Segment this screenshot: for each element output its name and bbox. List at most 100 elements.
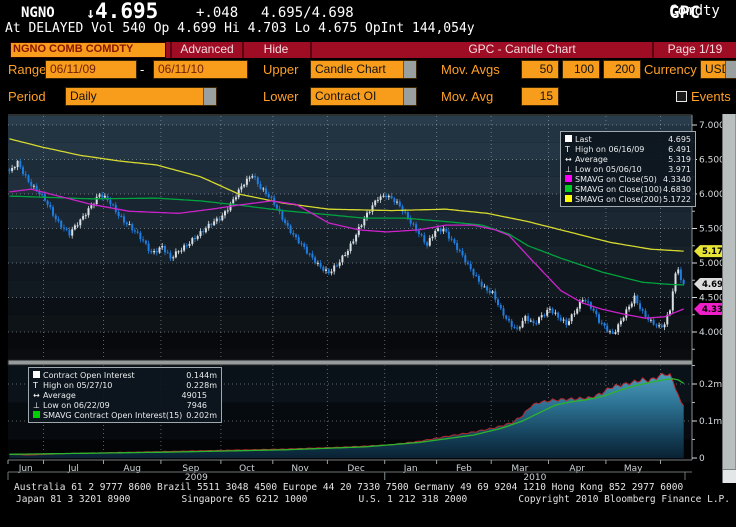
mov-avg-100-input[interactable]: 100 [562, 60, 600, 79]
legend-label: Low on 06/22/09 [43, 400, 110, 410]
legend-row: ↔ Average 5.319 [565, 154, 691, 164]
legend-swatch-icon [565, 194, 575, 204]
upper-label: Upper [263, 62, 299, 77]
footer-segment: U.S. 1 212 318 2000 [358, 494, 468, 505]
legend-swatch-icon [565, 174, 575, 184]
footer-segment: Singapore 65 6212 1000 [181, 494, 308, 505]
svg-text:Jun: Jun [18, 464, 33, 474]
hide-button[interactable]: Hide [242, 42, 312, 58]
svg-text:Oct: Oct [239, 464, 255, 474]
legend-swatch-icon [565, 184, 575, 194]
legend-value: 0.228m [186, 380, 217, 390]
upper-chart-select[interactable]: Candle Chart [310, 60, 417, 79]
legend-value: 4.695 [668, 134, 691, 144]
legend-row: SMAVG on Close(200) 5.1722 [565, 194, 691, 204]
svg-text:Apr: Apr [569, 464, 585, 474]
legend-label: Low on 05/06/10 [575, 164, 642, 174]
legend-label: High on 06/16/09 [575, 144, 645, 154]
svg-text:Dec: Dec [347, 464, 364, 474]
svg-text:0: 0 [699, 454, 705, 464]
legend-row: ↔ Average 49015 [33, 390, 217, 400]
legend-value: 49015 [181, 390, 207, 400]
svg-text:0.2m: 0.2m [699, 380, 722, 390]
advanced-button[interactable]: Advanced [170, 42, 244, 58]
legend-row: Last 4.695 [565, 134, 691, 144]
dropdown-nub-icon[interactable] [403, 88, 416, 105]
mov-avg-15-input[interactable]: 15 [521, 87, 559, 106]
currency-value: USD [705, 62, 731, 76]
mov-avgs-label: Mov. Avgs [441, 62, 500, 77]
legend-swatch-icon [565, 134, 575, 144]
legend-value: 4.3340 [663, 174, 691, 184]
last-price-value: 4.695 [95, 0, 159, 23]
period-select[interactable]: Daily [65, 87, 217, 106]
legend-swatch-icon: ⊥ [565, 164, 572, 174]
scrollbar-end-cap[interactable] [723, 469, 736, 483]
dropdown-nub-icon[interactable] [203, 88, 216, 105]
mov-avg-200-input[interactable]: 200 [603, 60, 641, 79]
price-change: +.048 [196, 5, 239, 21]
lower-chart-legend: Contract Open Interest 0.144m T High on 05/… [28, 367, 222, 423]
quote-detail-line: At DELAYED Vol 540 Op 4.699 Hi 4.703 Lo … [5, 21, 475, 36]
sector-label: Comdty [669, 3, 720, 19]
sector-function: Comdty GPC [669, 3, 720, 23]
legend-label: Last [575, 134, 592, 144]
legend-swatch-icon: ⊥ [33, 400, 40, 410]
events-label: Events [691, 89, 731, 104]
range-end-input[interactable]: 06/11/10 [153, 60, 248, 79]
legend-label: SMAVG on Close(100) [575, 184, 662, 194]
chart-scrollbar[interactable] [722, 114, 736, 483]
range-start-input[interactable]: 06/11/09 [45, 60, 137, 79]
range-label: Range [8, 62, 47, 77]
legend-label: SMAVG on Close(50) [575, 174, 657, 184]
legend-row: SMAVG on Close(50) 4.3340 [565, 174, 691, 184]
legend-swatch-icon: T [565, 144, 570, 154]
dropdown-nub-icon[interactable] [725, 61, 736, 78]
legend-row: SMAVG Contract Open Interest(15) 0.202m [33, 410, 217, 420]
footer-segment: Copyright 2010 Bloomberg Finance L.P. [518, 494, 730, 505]
down-arrow-icon: ↓ [86, 4, 96, 22]
legend-value: 3.971 [668, 164, 691, 174]
legend-label: SMAVG Contract Open Interest(15) [43, 410, 183, 420]
mov-avg-label: Mov. Avg [441, 89, 494, 104]
legend-swatch-icon [33, 410, 43, 420]
svg-text:Feb: Feb [456, 464, 472, 474]
legend-value: 6.491 [668, 144, 691, 154]
svg-text:Sep: Sep [182, 464, 199, 474]
legend-label: Average [43, 390, 76, 400]
function-code: GPC [669, 3, 700, 23]
legend-swatch-icon: ↔ [565, 154, 572, 164]
legend-label: Average [575, 154, 608, 164]
legend-label: SMAVG on Close(200) [575, 194, 662, 204]
ticker-symbol: NGNO [21, 5, 55, 21]
legend-value: 7946 [186, 400, 207, 410]
legend-label: Contract Open Interest [43, 370, 135, 380]
legend-row: ⊥ Low on 05/06/10 3.971 [565, 164, 691, 174]
svg-text:0.1m: 0.1m [699, 417, 722, 427]
upper-chart-value: Candle Chart [315, 62, 386, 76]
lower-chart-value: Contract OI [315, 89, 377, 103]
legend-row: ⊥ Low on 06/22/09 7946 [33, 400, 217, 410]
currency-label: Currency [644, 62, 697, 77]
period-label: Period [8, 89, 46, 104]
legend-swatch-icon [33, 370, 43, 380]
footer-phone-line: Australia 61 2 9777 8600 Brazil 5511 304… [14, 482, 684, 493]
lower-chart-select[interactable]: Contract OI [310, 87, 417, 106]
events-checkbox[interactable] [676, 91, 687, 102]
legend-value: 5.1722 [663, 194, 691, 204]
legend-row: T High on 06/16/09 6.491 [565, 144, 691, 154]
security-field[interactable]: NGNO COMB COMDTY [10, 42, 166, 58]
legend-value: 4.6830 [663, 184, 691, 194]
page-indicator[interactable]: Page 1/19 [652, 42, 736, 58]
legend-row: T High on 05/27/10 0.228m [33, 380, 217, 390]
svg-text:Mar: Mar [511, 464, 528, 474]
mov-avg-50-input[interactable]: 50 [521, 60, 559, 79]
dropdown-nub-icon[interactable] [403, 61, 416, 78]
legend-value: 5.319 [668, 154, 691, 164]
legend-row: Contract Open Interest 0.144m [33, 370, 217, 380]
legend-value: 0.144m [186, 370, 217, 380]
svg-text:Jul: Jul [67, 464, 79, 474]
currency-select[interactable]: USD [700, 60, 736, 79]
